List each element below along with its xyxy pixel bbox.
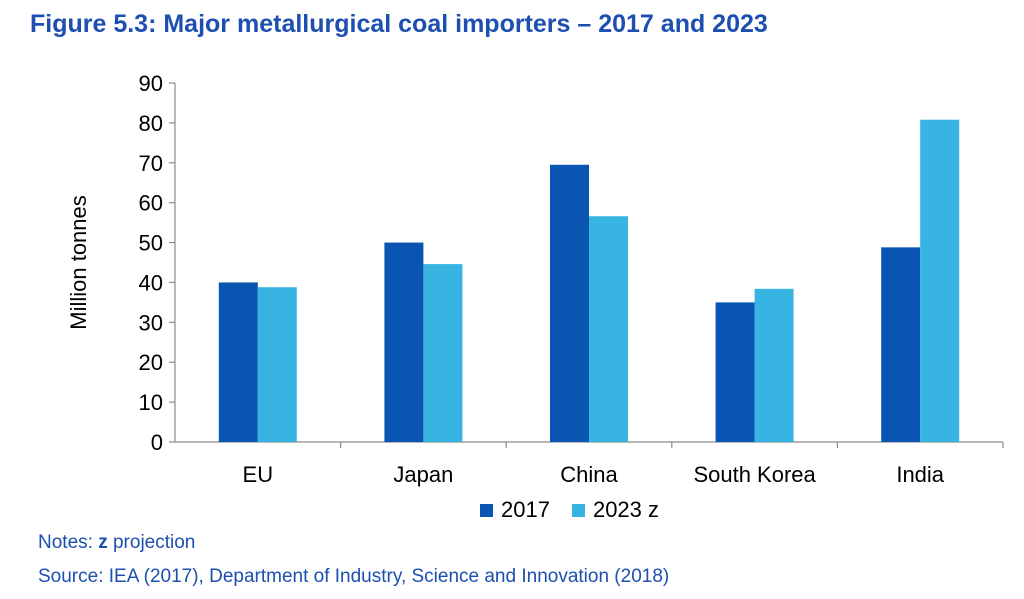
bar-2023-z-eu [257, 287, 297, 442]
bar-2017-eu [218, 282, 258, 442]
bar-chart: 0 10 20 30 40 50 60 70 80 90 Million tonnes EU Japan… [66, 71, 1004, 487]
bar-2017-china [550, 164, 589, 442]
legend-item-2017: 2017 [480, 497, 550, 523]
bar-2017-japan [384, 242, 424, 442]
chart-notes: Notes: z projection [38, 532, 195, 554]
x-tick-label: China [560, 462, 618, 487]
notes-label: Notes: [38, 532, 93, 553]
legend: 2017 2023 z [480, 497, 681, 523]
bar-2023-z-japan [423, 264, 463, 442]
chart-title: Figure 5.3: Major metallurgical coal imp… [30, 10, 768, 38]
legend-swatch-2017 [480, 503, 493, 517]
legend-label-2023: 2023 z [592, 497, 660, 522]
y-tick-label: 80 [139, 111, 163, 136]
y-tick-label: 10 [139, 390, 163, 415]
bar-2023-z-china [589, 216, 628, 442]
y-tick-label: 90 [139, 71, 163, 96]
y-tick-label: 50 [139, 231, 163, 256]
legend-label-2017: 2017 [501, 497, 550, 522]
x-tick-label: India [896, 462, 944, 487]
x-tick-label: South Korea [693, 462, 816, 487]
bar-2017-south-korea [715, 302, 755, 442]
y-tick-label: 30 [139, 310, 163, 335]
legend-swatch-2023 [571, 503, 585, 517]
notes-text: projection [112, 532, 196, 553]
bar-2023-z-south-korea [754, 288, 794, 442]
chart-source: Source: IEA (2017), Department of Indust… [38, 566, 670, 587]
x-tick-label: EU [243, 462, 274, 487]
bar-2017-india [881, 247, 921, 442]
notes-z: z [98, 532, 108, 553]
y-tick-label: 0 [151, 430, 163, 455]
bar-2023-z-india [920, 119, 960, 442]
y-tick-label: 60 [139, 191, 163, 216]
y-tick-label: 70 [139, 151, 163, 176]
y-tick-label: 20 [139, 350, 163, 375]
x-tick-label: Japan [393, 462, 453, 487]
y-axis-label: Million tonnes [66, 195, 91, 330]
y-tick-label: 40 [139, 270, 163, 295]
legend-item-2023: 2023 z [571, 497, 660, 523]
